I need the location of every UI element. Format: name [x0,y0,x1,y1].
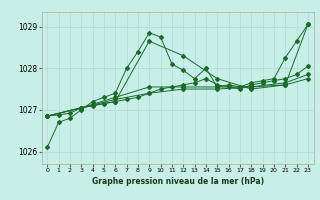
X-axis label: Graphe pression niveau de la mer (hPa): Graphe pression niveau de la mer (hPa) [92,177,264,186]
